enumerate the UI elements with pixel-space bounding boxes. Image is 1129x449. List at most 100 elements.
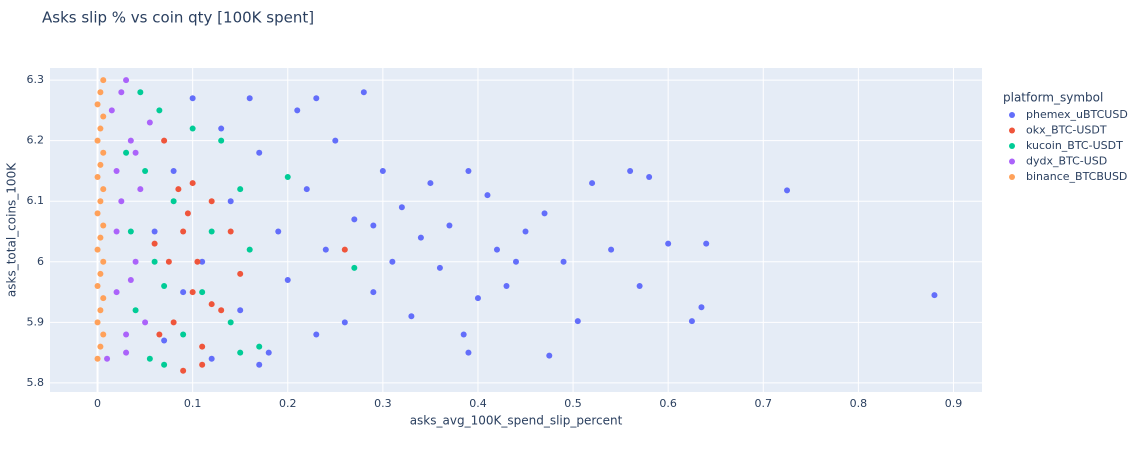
point [199,258,206,265]
legend-label[interactable]: kucoin_BTC-USDT [1026,139,1123,152]
point [688,318,695,325]
point [94,137,101,144]
point [208,228,215,235]
point [123,349,130,356]
point [100,186,107,193]
point [636,283,643,290]
legend-title: platform_symbol [1003,91,1103,105]
point [227,228,234,235]
legend-label[interactable]: okx_BTC-USDT [1026,124,1107,137]
y-tick-label: 5.8 [27,376,45,389]
point [284,276,291,283]
legend-marker[interactable] [1009,174,1015,180]
point [360,89,367,96]
point [156,107,163,114]
point [94,210,101,217]
point [151,258,158,265]
point [313,331,320,338]
point [493,246,500,253]
point [97,343,104,350]
point [165,258,172,265]
point [931,292,938,299]
legend-marker[interactable] [1009,143,1015,149]
point [100,77,107,84]
point [151,228,158,235]
y-tick-label: 5.9 [27,315,45,328]
point [503,283,510,290]
point [608,246,615,253]
point [199,361,206,368]
point [341,319,348,326]
point [108,107,115,114]
point [97,270,104,277]
x-tick-label: 0.7 [755,397,773,410]
point [208,198,215,205]
point [208,355,215,362]
legend-label[interactable]: binance_BTCBUSD [1026,170,1127,183]
point [417,234,424,241]
point [322,246,329,253]
point [132,149,139,156]
point [194,258,201,265]
legend-marker[interactable] [1009,112,1015,118]
y-tick-label: 6.1 [27,194,45,207]
point [284,174,291,181]
y-tick-label: 6 [37,255,44,268]
point [199,343,206,350]
point [703,240,710,247]
x-tick-label: 0.2 [279,397,297,410]
point [265,349,272,356]
point [132,307,139,314]
point [94,283,101,290]
point [784,187,791,194]
point [97,307,104,314]
point [97,198,104,205]
point [189,95,196,102]
point [218,125,225,132]
x-axis-title: asks_avg_100K_spend_slip_percent [410,414,623,428]
point [460,331,467,338]
point [100,149,107,156]
point [180,331,187,338]
point [97,125,104,132]
point [184,210,191,217]
point [351,216,358,223]
point [646,174,653,181]
point [227,319,234,326]
point [94,319,101,326]
point [97,89,104,96]
x-tick-label: 0.6 [659,397,677,410]
point [94,174,101,181]
point [237,270,244,277]
point [100,295,107,302]
point [97,234,104,241]
point [698,304,705,311]
point [313,95,320,102]
point [408,313,415,320]
point [161,361,168,368]
point [218,137,225,144]
point [100,331,107,338]
point [246,246,253,253]
legend-label[interactable]: dydx_BTC-USD [1026,155,1107,168]
point [113,289,120,296]
x-tick-label: 0.4 [469,397,487,410]
plot-area [50,68,982,392]
point [303,186,310,193]
point [113,228,120,235]
point [170,167,177,174]
point [341,246,348,253]
legend-marker[interactable] [1009,158,1015,165]
y-axis-title: asks_total_coins_100K [5,162,19,297]
point [275,228,282,235]
point [370,222,377,229]
point [142,319,149,326]
legend-marker[interactable] [1009,127,1015,134]
point [94,355,101,362]
x-tick-label: 0.3 [374,397,392,410]
legend-label[interactable]: phemex_uBTCUSD [1026,108,1128,121]
point [256,361,263,368]
point [208,301,215,308]
point [294,107,301,114]
x-tick-label: 0 [94,397,101,410]
